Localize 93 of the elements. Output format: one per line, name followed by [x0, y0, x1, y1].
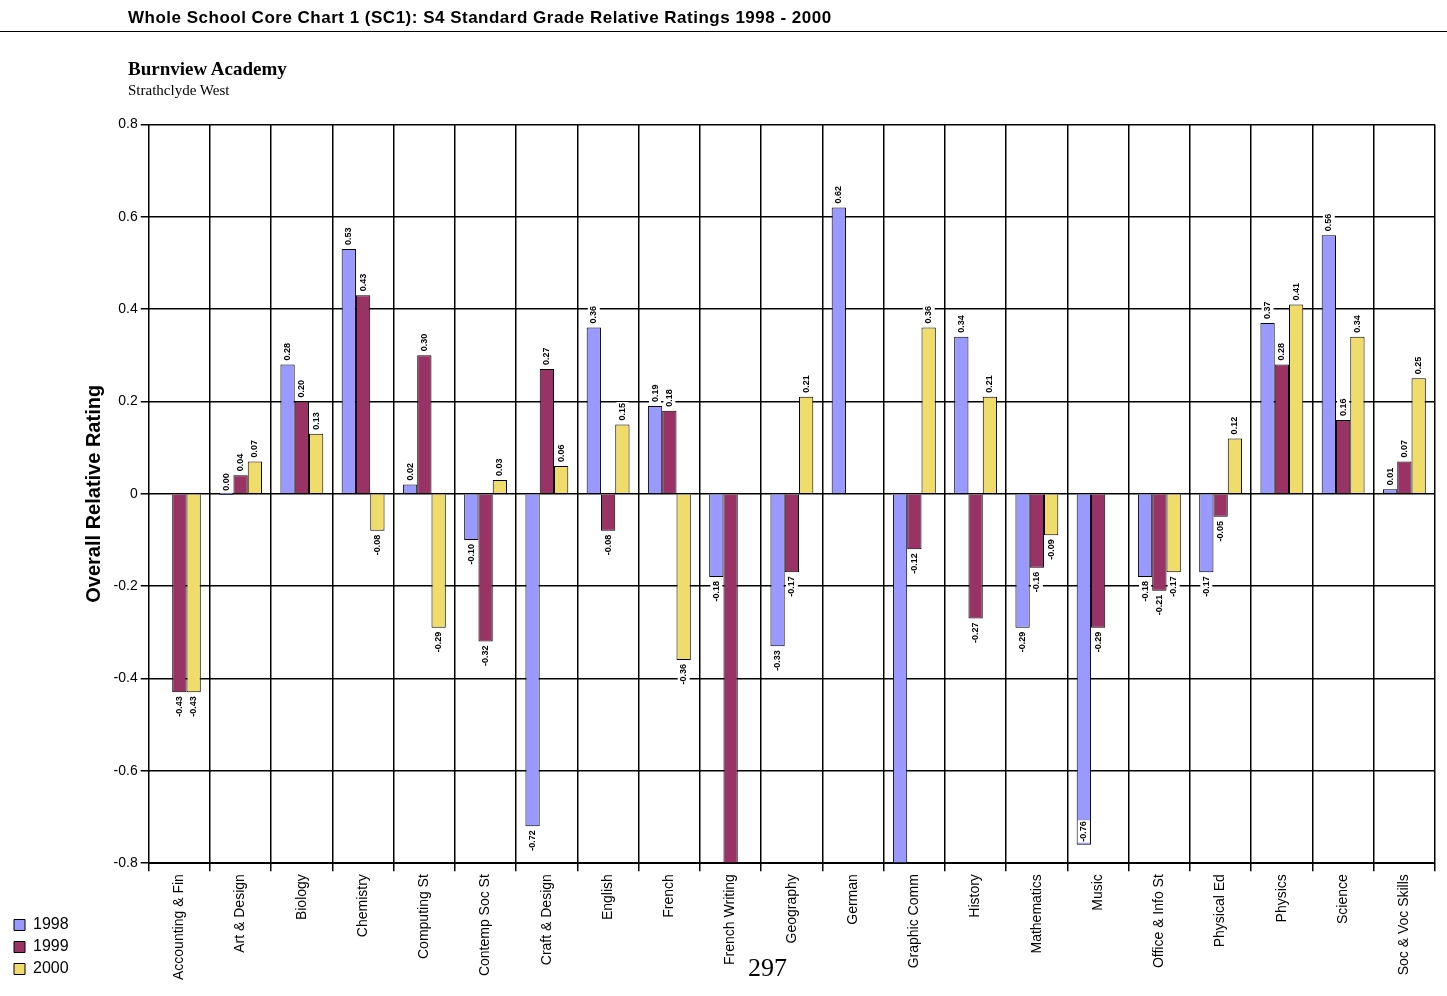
y-tick-label: 0.8: [118, 115, 138, 132]
y-tick-label: -0.6: [113, 761, 138, 778]
x-tick-label: French: [660, 874, 677, 918]
data-label: -0.32: [480, 645, 491, 667]
data-label: 0.20: [296, 379, 307, 398]
y-tick-label: 0.6: [118, 207, 138, 224]
data-label: -0.16: [1031, 571, 1042, 593]
data-label: -0.43: [188, 696, 199, 717]
chart-subtitle: Burnview Academy Strathclyde West: [128, 58, 287, 99]
x-tick-label: English: [598, 874, 615, 921]
data-label: -0.43: [173, 696, 184, 717]
data-label: 0.06: [555, 444, 566, 463]
data-label: 0.43: [357, 273, 368, 292]
x-tick-label: Mathematics: [1027, 874, 1044, 954]
data-label: 0.53: [343, 227, 354, 246]
y-tick-label: 0: [129, 484, 138, 501]
data-label: 0.00: [220, 473, 231, 491]
x-tick-label: Contemp Soc St: [476, 874, 493, 977]
data-label: 0.28: [1276, 342, 1287, 361]
data-label: -0.18: [710, 580, 721, 602]
data-label: 0.41: [1290, 282, 1301, 301]
x-tick-label: Physics: [1272, 874, 1289, 923]
data-label: 0.25: [1413, 356, 1424, 375]
y-axis-title: Overall Relative Rating: [82, 384, 105, 603]
x-tick-label: Office & Info St: [1150, 874, 1167, 969]
data-label: -0.18: [1139, 580, 1150, 602]
data-label: -0.17: [1168, 576, 1179, 597]
x-tick-label: History: [966, 874, 983, 918]
data-label: 0.18: [663, 389, 674, 407]
data-label: 0.27: [541, 347, 552, 366]
data-label: -0.08: [602, 534, 613, 556]
data-label: 0.34: [955, 315, 966, 333]
x-tick-label: Art & Design: [231, 874, 248, 953]
y-tick-label: -0.8: [113, 854, 138, 871]
data-label: -0.10: [465, 543, 476, 565]
data-label: 0.13: [310, 412, 321, 430]
data-label: -0.29: [1092, 631, 1103, 653]
data-label: 0.56: [1323, 213, 1334, 232]
x-tick-label: Biology: [292, 874, 309, 921]
y-tick-label: 0.4: [118, 299, 138, 316]
data-label: 0.21: [984, 375, 995, 393]
y-tick-label: -0.4: [113, 669, 138, 686]
data-label: -0.09: [1045, 539, 1056, 560]
data-label: -0.08: [371, 534, 382, 556]
data-label: 0.15: [616, 402, 627, 421]
data-label: -0.33: [772, 650, 783, 671]
data-label: 0.30: [418, 333, 429, 352]
x-tick-label: Graphic Comm: [905, 874, 922, 969]
data-label: -0.36: [678, 664, 689, 685]
data-label: -0.27: [970, 622, 981, 643]
x-tick-label: Physical Ed: [1211, 874, 1228, 948]
data-label: -0.21: [1153, 594, 1164, 616]
x-tick-label: German: [843, 874, 860, 925]
data-label: 0.01: [1384, 467, 1395, 486]
data-label: 0.28: [282, 342, 293, 361]
x-tick-label: Chemistry: [353, 874, 370, 938]
data-label: 0.03: [494, 458, 505, 476]
x-tick-label: French Writing: [721, 874, 738, 965]
data-label: -0.05: [1215, 520, 1226, 542]
data-label: 0.19: [649, 384, 660, 403]
x-tick-label: Soc & Voc Skills: [1395, 874, 1412, 976]
x-tick-label: Geography: [782, 874, 799, 944]
data-label: 0.02: [404, 463, 415, 481]
data-label: -0.76: [1078, 821, 1089, 842]
y-tick-label: 0.2: [118, 392, 138, 409]
data-label: 0.07: [249, 439, 260, 458]
data-label: 0.04: [235, 453, 246, 472]
data-label: 0.21: [800, 375, 811, 393]
data-label: 0.36: [588, 306, 599, 324]
legend-label: 1998: [33, 915, 69, 933]
text: 297: [748, 953, 787, 983]
data-label: -0.29: [1017, 631, 1028, 653]
x-tick-label: Music: [1088, 874, 1105, 911]
x-tick-label: Computing St: [415, 874, 432, 959]
x-tick-label: Craft & Design: [537, 874, 554, 966]
data-label: -0.12: [908, 553, 919, 574]
legend-label: 2000: [33, 959, 69, 977]
data-label: 0.07: [1398, 439, 1409, 458]
data-label: -0.72: [527, 830, 538, 851]
data-label: 0.12: [1229, 416, 1240, 435]
x-tick-label: Science: [1333, 873, 1350, 924]
data-label: 0.34: [1351, 315, 1362, 333]
chart-title: Whole School Core Chart 1 (SC1): S4 Standard Grade Relative Ratings 1998 - 2000: [128, 8, 832, 28]
data-label: 0.36: [923, 306, 934, 324]
data-label: -0.17: [786, 576, 797, 597]
legend-label: 1999: [33, 937, 69, 955]
x-tick-label: Accounting & Fin: [170, 874, 187, 981]
data-label: 0.37: [1262, 301, 1273, 319]
data-label: -0.17: [1200, 576, 1211, 597]
data-label: 0.16: [1337, 398, 1348, 416]
data-label: -0.29: [433, 631, 444, 653]
y-tick-label: -0.2: [113, 576, 138, 593]
data-label: 0.62: [833, 185, 844, 204]
